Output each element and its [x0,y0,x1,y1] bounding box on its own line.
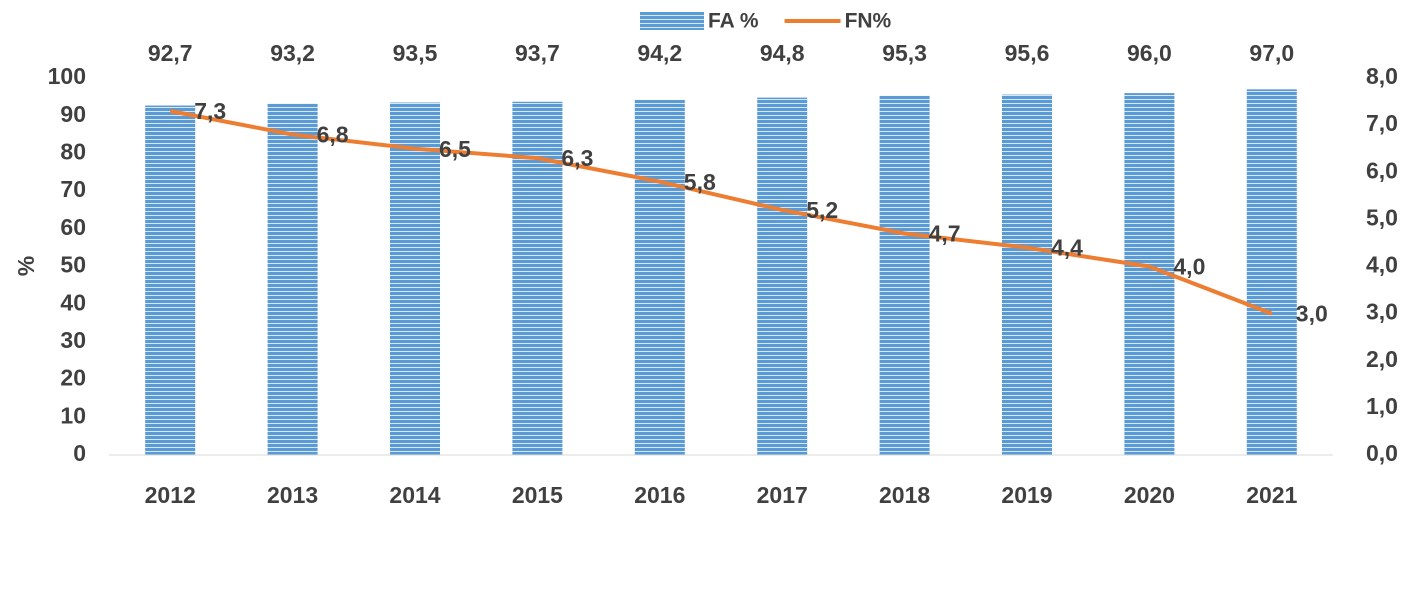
data-label: 4,4 [1051,235,1083,261]
data-label: 4,7 [929,221,961,247]
line [169,109,1273,316]
bar [390,102,440,455]
y2-tick-label: 4,0 [1366,252,1398,278]
y2-tick-label: 3,0 [1366,299,1398,325]
bar [1002,94,1052,455]
x-tick-label: 2021 [1246,482,1297,508]
data-label: 4,0 [1173,254,1205,280]
x-tick-label: 2019 [1001,482,1052,508]
data-label: 94,2 [637,40,682,66]
legend-swatch [640,12,704,30]
y-tick-label: 60 [60,214,86,240]
y2-tick-label: 8,0 [1366,63,1398,89]
data-label: 6,8 [317,122,349,148]
y2-tick-label: 0,0 [1366,440,1398,466]
x-tick-label: 2020 [1124,482,1175,508]
data-label: 95,6 [1005,40,1050,66]
y2-tick-label: 7,0 [1366,110,1398,136]
y-tick-label: 20 [60,365,86,391]
x-tick-label: 2013 [267,482,318,508]
bar [634,99,685,455]
bar [1246,89,1297,455]
bar [145,105,196,455]
x-tick-label: 2015 [512,482,563,508]
y-tick-label: 80 [60,138,86,164]
data-label: 6,5 [439,136,471,162]
data-label: 6,3 [561,145,593,171]
y2-tick-label: 1,0 [1366,393,1398,419]
data-label: 96,0 [1127,40,1172,66]
data-label: 5,2 [806,197,838,223]
y2-tick-label: 6,0 [1366,157,1398,183]
y-tick-label: 90 [60,101,86,127]
bar [267,103,318,456]
data-label: 93,7 [515,40,560,66]
y2-tick-label: 5,0 [1366,204,1398,230]
y2-tick-label: 2,0 [1366,346,1398,372]
bar [512,101,563,455]
data-label: 92,7 [148,40,193,66]
data-label: 93,5 [393,40,438,66]
legend-label: FN% [845,10,892,33]
y-tick-label: 100 [48,63,86,89]
data-label: 95,3 [882,40,927,66]
data-label: 94,8 [760,40,805,66]
x-tick-label: 2012 [145,482,196,508]
data-label: 97,0 [1249,40,1294,66]
x-tick-label: 2016 [634,482,685,508]
x-tick-label: 2014 [389,482,440,508]
x-tick-label: 2018 [879,482,930,508]
bar [757,97,808,455]
y-tick-label: 10 [60,402,86,428]
data-label: 7,3 [194,98,226,124]
x-tick-label: 2017 [757,482,808,508]
data-label: 93,2 [270,40,315,66]
y-tick-label: 0 [73,440,86,466]
y-axis-label: % [13,256,39,276]
data-label: 3,0 [1296,301,1328,327]
legend-label: FA % [708,10,759,33]
y-tick-label: 30 [60,327,86,353]
y-tick-label: 50 [60,252,86,278]
y-tick-label: 40 [60,289,86,315]
bar [879,95,930,456]
data-label: 5,8 [684,169,716,195]
y-tick-label: 70 [60,176,86,202]
